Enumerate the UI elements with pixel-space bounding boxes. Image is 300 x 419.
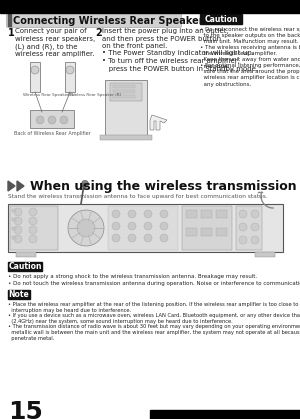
Bar [200,14,242,24]
Circle shape [77,219,95,237]
Bar [12,227,16,230]
Bar [8,262,42,271]
Bar [16,252,36,257]
Circle shape [112,210,120,218]
Text: 1: 1 [8,28,15,38]
Bar [201,210,212,218]
Circle shape [29,217,37,225]
Circle shape [144,210,152,218]
Bar [0,0,300,13]
Circle shape [128,210,136,218]
Polygon shape [17,181,24,191]
Polygon shape [8,181,15,191]
Text: When using the wireless transmission antenna: When using the wireless transmission ant… [30,179,300,192]
Circle shape [82,181,88,187]
Text: Note: Note [9,290,29,299]
Circle shape [60,116,68,124]
Bar [113,85,135,88]
Bar [255,252,275,257]
Bar [30,110,74,128]
Circle shape [239,236,247,244]
Circle shape [128,222,136,230]
Bar [110,83,142,101]
Circle shape [239,223,247,231]
Circle shape [112,222,120,230]
Bar [65,62,75,92]
Text: • Do not apply a strong shock to the wireless transmission antenna. Breakage may: • Do not apply a strong shock to the wir… [8,274,257,279]
Bar [236,206,262,250]
Bar [201,228,212,236]
Bar [105,80,147,135]
Bar [186,210,197,218]
Circle shape [66,66,74,74]
Circle shape [144,222,152,230]
Text: 15: 15 [8,400,43,419]
Text: • The wireless receiving antenna is built into
  the wireless rear amplifier.
  : • The wireless receiving antenna is buil… [200,45,300,69]
Bar [12,209,16,212]
Text: Wireless Rear Speaker (L): Wireless Rear Speaker (L) [23,93,76,97]
Circle shape [239,210,247,218]
Circle shape [160,210,168,218]
Bar [182,206,232,250]
Bar [186,228,197,236]
Circle shape [29,226,37,234]
Bar [150,410,300,419]
Bar [113,90,135,93]
Text: • The transmission distance of radio wave is about 30 feet but may vary dependin: • The transmission distance of radio wav… [8,324,300,341]
Bar [8,14,11,26]
Bar [12,218,16,221]
Circle shape [251,236,259,244]
Text: • If you use a device such as a microwave oven, wireless LAN Card, Bluetooth equ: • If you use a device such as a microwav… [8,313,300,324]
Text: Back of Wireless Rear Amplifier: Back of Wireless Rear Amplifier [14,131,90,136]
Circle shape [29,235,37,243]
Circle shape [14,217,22,225]
Bar [100,135,152,140]
Text: • Place the wireless rear amplifier at the rear of the listening position. If th: • Place the wireless rear amplifier at t… [8,302,300,313]
Text: Caution: Caution [8,262,42,271]
Bar [113,95,135,98]
Circle shape [14,226,22,234]
Circle shape [29,208,37,216]
Polygon shape [150,115,167,130]
Bar [108,206,178,250]
Text: Connect your pair of
wireless rear speakers,
(L) and (R), to the
wireless rear a: Connect your pair of wireless rear speak… [15,28,95,57]
Circle shape [68,210,104,246]
Bar [30,62,40,92]
Circle shape [14,235,22,243]
Text: Connecting Wireless Rear Speakers: Connecting Wireless Rear Speakers [13,16,209,26]
Text: 2: 2 [95,28,102,38]
Circle shape [160,234,168,242]
Text: Wireless Rear Speaker (R): Wireless Rear Speaker (R) [68,93,121,97]
Text: • Do not touch the wireless transmission antenna during operation. Noise or inte: • Do not touch the wireless transmission… [8,281,300,286]
Circle shape [160,222,168,230]
Bar [8,290,30,299]
Circle shape [128,234,136,242]
Circle shape [31,66,39,74]
Circle shape [112,234,120,242]
Circle shape [36,116,44,124]
Circle shape [14,208,22,216]
Bar [8,204,283,252]
FancyBboxPatch shape [7,13,181,28]
Bar [10,206,58,250]
Bar [12,236,16,239]
Bar [216,210,227,218]
Text: • Do not connect the wireless rear speakers
  to the speaker outputs on the back: • Do not connect the wireless rear speak… [200,27,300,44]
Bar [216,228,227,236]
Text: • For optimal listening performance, make
  sure that the area around the propos: • For optimal listening performance, mak… [200,63,300,87]
Circle shape [48,116,56,124]
Circle shape [144,234,152,242]
Circle shape [251,223,259,231]
Text: Insert the power plug into an outlet,
and then press the POWER button
on the fro: Insert the power plug into an outlet, an… [102,28,258,72]
Circle shape [251,210,259,218]
Text: Caution: Caution [204,15,238,23]
Text: Stand the wireless transmission antenna to face upward for best communication st: Stand the wireless transmission antenna … [8,194,268,199]
